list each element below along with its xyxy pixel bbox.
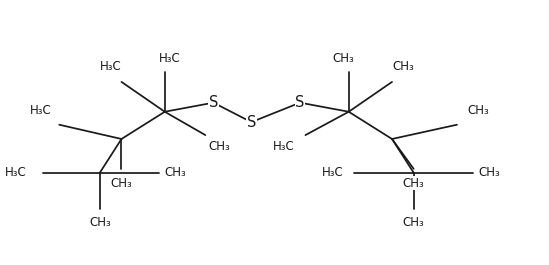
Text: H₃C: H₃C <box>273 140 295 153</box>
Text: H₃C: H₃C <box>322 166 343 179</box>
Text: S: S <box>209 95 218 110</box>
Text: CH₃: CH₃ <box>403 215 424 228</box>
Text: CH₃: CH₃ <box>110 176 132 189</box>
Text: H₃C: H₃C <box>100 60 121 73</box>
Text: CH₃: CH₃ <box>479 166 500 179</box>
Text: CH₃: CH₃ <box>208 140 229 153</box>
Text: CH₃: CH₃ <box>403 176 424 189</box>
Text: CH₃: CH₃ <box>468 104 490 117</box>
Text: CH₃: CH₃ <box>89 215 111 228</box>
Text: H₃C: H₃C <box>30 104 51 117</box>
Text: S: S <box>247 115 256 130</box>
Text: CH₃: CH₃ <box>165 166 187 179</box>
Text: H₃C: H₃C <box>5 166 27 179</box>
Text: S: S <box>295 95 305 110</box>
Text: CH₃: CH₃ <box>333 52 354 65</box>
Text: CH₃: CH₃ <box>392 60 414 73</box>
Text: H₃C: H₃C <box>159 52 181 65</box>
